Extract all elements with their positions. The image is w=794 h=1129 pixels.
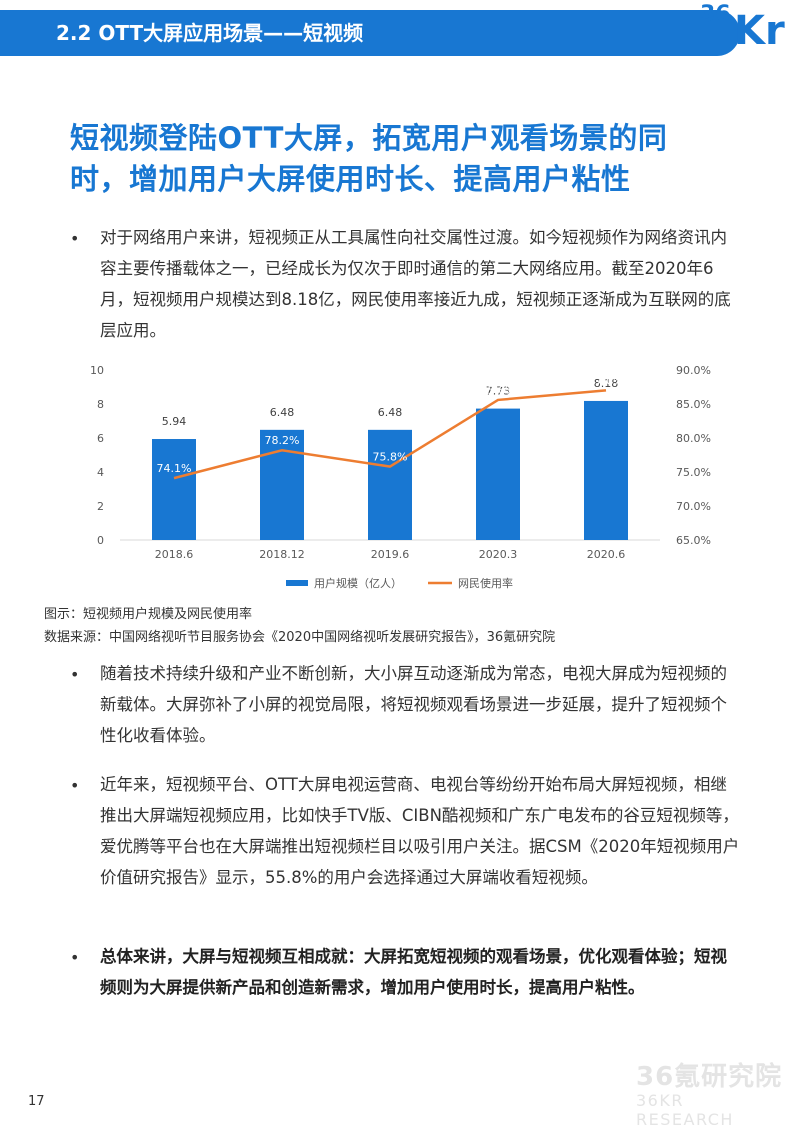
category-label: 2020.6 bbox=[587, 548, 626, 561]
legend-line-label: 网民使用率 bbox=[458, 576, 513, 590]
watermark-main: 36氪研究院 bbox=[636, 1062, 783, 1092]
data-source: 数据来源：中国网络视听节目服务协会《2020中国网络视听发展研究报告》，36氪研… bbox=[44, 630, 556, 645]
36kr-logo: 36 Kr bbox=[700, 2, 794, 56]
category-label: 2019.6 bbox=[371, 548, 410, 561]
right-axis-tick-label: 65.0% bbox=[676, 534, 711, 547]
bullet-4-marker: • bbox=[70, 948, 80, 967]
bar-value-label: 5.94 bbox=[162, 415, 187, 428]
headline-line-2: 时，增加用户大屏使用时长、提高用户粘性 bbox=[70, 162, 631, 196]
bullet-1-text: 对于网络用户来讲，短视频正从工具属性向社交属性过渡。如今短视频作为网络资讯内容主… bbox=[100, 228, 731, 340]
line-value-label: 78.2% bbox=[265, 434, 300, 447]
header-bar: 2.2 OTT大屏应用场景——短视频 bbox=[0, 10, 740, 56]
page-number: 17 bbox=[28, 1094, 45, 1109]
right-axis-tick-label: 85.0% bbox=[676, 398, 711, 411]
line-value-label: 75.8% bbox=[373, 451, 408, 464]
usage-rate-line bbox=[173, 389, 607, 480]
figure-caption: 图示：短视频用户规模及网民使用率 bbox=[44, 607, 253, 622]
category-label: 2018.6 bbox=[155, 548, 194, 561]
bullet-4-text: 总体来讲，大屏与短视频互相成就：大屏拓宽短视频的观看场景，优化观看体验；短视频则… bbox=[100, 947, 727, 997]
bar-value-label: 8.18 bbox=[594, 377, 619, 390]
line-value-label: 74.1% bbox=[157, 462, 192, 475]
right-axis-tick-label: 75.0% bbox=[676, 466, 711, 479]
legend-bar-swatch bbox=[286, 580, 308, 586]
line-value-label: 85.6% bbox=[481, 384, 516, 397]
left-axis-tick-label: 0 bbox=[97, 534, 104, 547]
bar-value-label: 6.48 bbox=[270, 406, 295, 419]
logo-number: 36 bbox=[700, 2, 731, 27]
bar bbox=[368, 429, 412, 540]
bar bbox=[476, 408, 520, 540]
right-axis-tick-label: 90.0% bbox=[676, 364, 711, 377]
section-title: 2.2 OTT大屏应用场景——短视频 bbox=[56, 21, 364, 45]
bullet-3-marker: • bbox=[70, 776, 80, 795]
watermark: 36氪研究院 36KR RESEARCH bbox=[636, 1056, 786, 1129]
left-axis-tick-label: 2 bbox=[97, 500, 104, 513]
right-axis-tick-label: 80.0% bbox=[676, 432, 711, 445]
legend-bar-label: 用户规模（亿人） bbox=[314, 576, 402, 590]
bullet-2-marker: • bbox=[70, 665, 80, 684]
bullet-1-marker: • bbox=[70, 229, 80, 248]
left-axis-tick-label: 4 bbox=[97, 466, 104, 479]
bar-value-label: 7.73 bbox=[486, 385, 511, 398]
left-axis-tick-label: 8 bbox=[97, 398, 104, 411]
bar bbox=[152, 439, 196, 540]
bar bbox=[584, 400, 628, 540]
bullet-2-text: 随着技术持续升级和产业不断创新，大小屏互动逐渐成为常态，电视大屏成为短视频的新载… bbox=[100, 664, 727, 745]
left-axis-tick-label: 6 bbox=[97, 432, 104, 445]
left-axis-tick-label: 10 bbox=[90, 364, 104, 377]
logo-letters: Kr bbox=[734, 8, 785, 54]
bar-value-label: 6.48 bbox=[378, 406, 403, 419]
bullet-3-text: 近年来，短视频平台、OTT大屏电视运营商、电视台等纷纷开始布局大屏短视频，相继推… bbox=[100, 775, 740, 887]
category-label: 2020.3 bbox=[479, 548, 518, 561]
right-axis-tick-label: 70.0% bbox=[676, 500, 711, 513]
line-value-label: 87.0% bbox=[589, 374, 624, 387]
watermark-sub: 36KR RESEARCH bbox=[636, 1091, 734, 1129]
bar bbox=[260, 429, 304, 540]
headline: 短视频登陆OTT大屏，拓宽用户观看场景的同 时，增加用户大屏使用时长、提高用户粘… bbox=[70, 118, 760, 200]
category-label: 2018.12 bbox=[259, 548, 305, 561]
headline-line-1: 短视频登陆OTT大屏，拓宽用户观看场景的同 bbox=[70, 121, 668, 155]
user-scale-chart: 0 2 4 6 8 10 65.0% 70.0% 75.0% 80.0% 85.0% 90.0% 5.9… bbox=[90, 364, 711, 590]
